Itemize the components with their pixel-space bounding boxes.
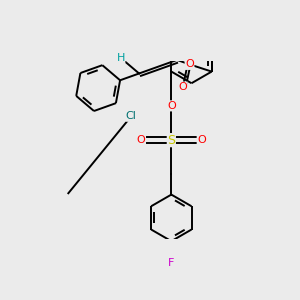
Text: O: O bbox=[197, 135, 206, 145]
Text: O: O bbox=[185, 59, 194, 69]
Text: O: O bbox=[178, 82, 187, 92]
Text: O: O bbox=[137, 135, 146, 145]
Text: Cl: Cl bbox=[126, 111, 137, 121]
Text: O: O bbox=[167, 101, 176, 111]
Text: H: H bbox=[116, 53, 125, 63]
Text: S: S bbox=[167, 134, 175, 147]
Text: F: F bbox=[168, 258, 175, 268]
